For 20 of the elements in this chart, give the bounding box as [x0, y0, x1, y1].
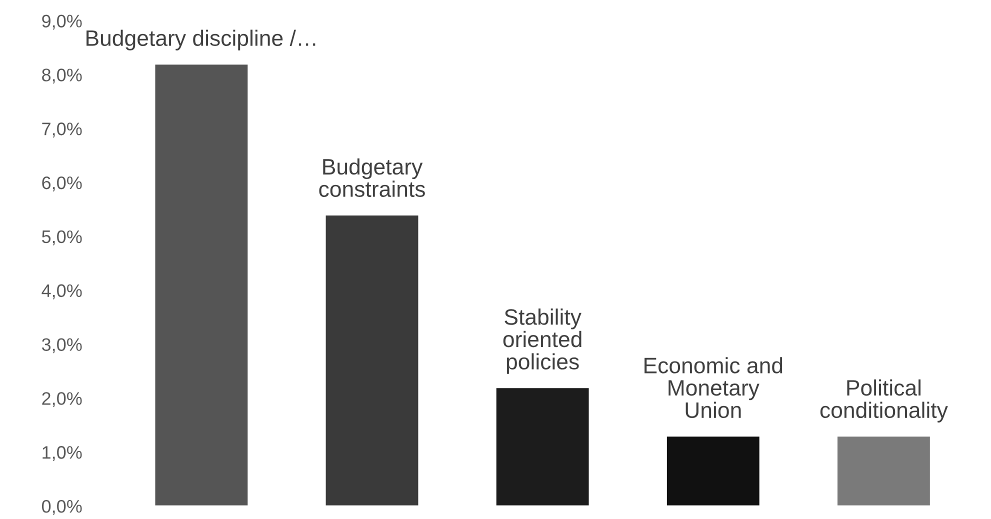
y-tick-label: 1,0% [42, 446, 82, 461]
y-tick-label: 0,0% [42, 500, 82, 515]
bar [494, 386, 590, 506]
y-tick-label: 2,0% [42, 392, 82, 408]
bar [836, 435, 932, 506]
y-tick-label: 5,0% [42, 230, 82, 246]
y-tick-label: 3,0% [42, 338, 82, 354]
x-tick-label: Economic and Monetary Union [644, 357, 782, 418]
x-tick-label: Stability oriented policies [503, 308, 582, 374]
x-tick-label: Budgetary discipline /… [86, 30, 316, 50]
y-tick-label: 9,0% [42, 14, 82, 30]
bar [324, 214, 420, 506]
y-tick-label: 4,0% [42, 284, 82, 300]
y-tick-label: 8,0% [42, 68, 82, 84]
x-tick-label: Political conditionality [820, 379, 948, 422]
bar [154, 63, 250, 506]
bar [666, 435, 761, 506]
y-tick-label: 6,0% [42, 176, 82, 192]
x-tick-label: Budgetary constraints [319, 158, 425, 197]
y-tick-label: 7,0% [42, 122, 82, 138]
